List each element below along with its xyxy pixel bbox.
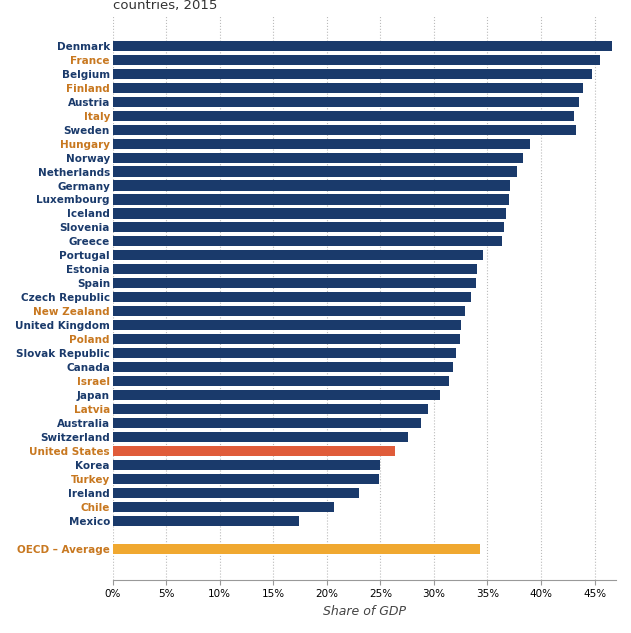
Bar <box>113 153 523 163</box>
Bar <box>113 516 299 526</box>
Bar <box>113 68 593 78</box>
X-axis label: Share of GDP: Share of GDP <box>323 605 406 618</box>
Bar <box>113 320 461 330</box>
Bar <box>113 265 477 275</box>
Bar <box>113 502 334 512</box>
Bar <box>113 180 510 191</box>
Bar <box>113 334 459 344</box>
Bar <box>113 111 574 121</box>
Bar <box>113 306 465 316</box>
Bar <box>113 390 440 400</box>
Text: Organisation for Economic Co-operation and Development (OECD)
countries, 2015: Organisation for Economic Co-operation a… <box>113 0 556 12</box>
Bar <box>113 460 380 470</box>
Bar <box>113 292 471 303</box>
Bar <box>113 474 379 484</box>
Bar <box>113 432 408 442</box>
Bar <box>113 376 449 386</box>
Bar <box>113 222 504 232</box>
Bar <box>113 97 579 106</box>
Bar <box>113 194 509 204</box>
Bar <box>113 446 396 456</box>
Bar <box>113 348 456 358</box>
Bar <box>113 236 502 246</box>
Bar <box>113 208 505 218</box>
Bar <box>113 251 483 260</box>
Bar <box>113 279 476 289</box>
Bar <box>113 488 359 498</box>
Bar <box>113 125 576 135</box>
Bar <box>113 54 600 65</box>
Bar <box>113 139 530 149</box>
Bar <box>113 166 517 177</box>
Bar <box>113 404 428 414</box>
Bar <box>113 418 421 428</box>
Bar <box>113 362 453 372</box>
Bar <box>113 83 583 92</box>
Bar <box>113 544 480 554</box>
Bar <box>113 41 611 51</box>
